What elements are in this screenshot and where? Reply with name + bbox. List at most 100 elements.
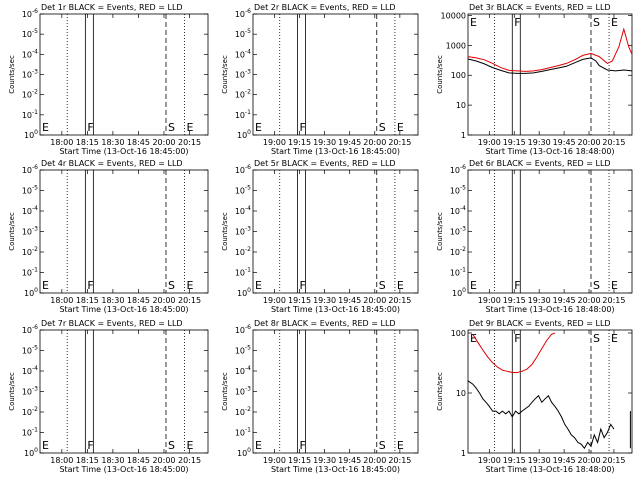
y-tick-label: 10-1 bbox=[235, 267, 251, 278]
x-tick-label: 19:00 bbox=[263, 296, 286, 305]
y-tick-label: 1000 bbox=[446, 41, 466, 50]
x-tick-label: 20:00 bbox=[363, 138, 386, 147]
marker-label: E bbox=[470, 16, 477, 29]
marker-label: E bbox=[611, 279, 618, 292]
panel-det1: Det 1r BLACK = Events, RED = LLD Counts/s… bbox=[8, 3, 209, 156]
x-tick-label: 20:15 bbox=[388, 296, 411, 305]
x-tick-label: 20:00 bbox=[152, 296, 175, 305]
y-tick-label: 10-4 bbox=[22, 365, 38, 376]
y-tick-label: 10-5 bbox=[450, 185, 466, 196]
y-tick-label: 10-6 bbox=[450, 164, 466, 175]
marker-label: F bbox=[300, 439, 306, 452]
y-tick-label: 100 bbox=[452, 287, 466, 298]
x-tick-label: 18:15 bbox=[76, 296, 99, 305]
x-tick-label: 19:45 bbox=[553, 296, 576, 305]
y-tick-label: 10-1 bbox=[22, 427, 38, 438]
x-tick-label: 20:15 bbox=[388, 138, 411, 147]
marker-label: F bbox=[300, 279, 306, 292]
marker-label: E bbox=[397, 121, 404, 134]
x-tick-label: 18:00 bbox=[50, 296, 73, 305]
x-tick-label: 20:00 bbox=[578, 296, 601, 305]
y-tick-label: 10-3 bbox=[235, 69, 251, 80]
y-tick-label: 10-1 bbox=[22, 267, 38, 278]
series-line bbox=[472, 332, 556, 373]
y-tick-label: 100 bbox=[237, 287, 251, 298]
marker-label: F bbox=[87, 121, 93, 134]
marker-label: E bbox=[397, 279, 404, 292]
x-tick-label: 19:30 bbox=[528, 138, 551, 147]
x-tick-label: 20:00 bbox=[363, 456, 386, 465]
y-axis-label: Counts/sec bbox=[8, 212, 16, 251]
x-tick-label: 19:15 bbox=[288, 296, 311, 305]
x-tick-label: 20:00 bbox=[578, 138, 601, 147]
x-tick-label: 19:45 bbox=[338, 138, 361, 147]
y-axis-label: Counts/sec bbox=[436, 55, 444, 94]
marker-label: S bbox=[379, 439, 386, 452]
x-axis-label: Start Time (13-Oct-16 18:48:00) bbox=[485, 305, 614, 314]
marker-label: E bbox=[611, 332, 618, 345]
x-tick-label: 20:00 bbox=[578, 456, 601, 465]
x-tick-label: 20:00 bbox=[152, 456, 175, 465]
y-tick-label: 10-4 bbox=[22, 205, 38, 216]
marker-label: E bbox=[186, 439, 193, 452]
x-tick-label: 18:00 bbox=[50, 138, 73, 147]
plot-frame bbox=[467, 169, 633, 294]
marker-label: S bbox=[168, 121, 175, 134]
y-tick-label: 10-3 bbox=[22, 386, 38, 397]
y-tick-label: 100 bbox=[451, 329, 466, 338]
y-tick-label: 10-2 bbox=[235, 406, 251, 417]
x-tick-label: 19:30 bbox=[313, 138, 336, 147]
marker-label: E bbox=[255, 439, 262, 452]
y-tick-label: 10-4 bbox=[22, 48, 38, 59]
x-axis-label: Start Time (13-Oct-16 18:45:00) bbox=[271, 305, 400, 314]
marker-label: E bbox=[42, 279, 49, 292]
marker-label: F bbox=[514, 16, 520, 29]
x-tick-label: 20:15 bbox=[178, 138, 201, 147]
x-tick-label: 19:15 bbox=[503, 456, 526, 465]
y-tick-label: 10-3 bbox=[235, 226, 251, 237]
x-tick-label: 18:45 bbox=[127, 138, 150, 147]
x-axis-label: Start Time (13-Oct-16 18:48:00) bbox=[485, 465, 614, 474]
x-tick-label: 19:30 bbox=[528, 296, 551, 305]
y-tick-label: 10-4 bbox=[235, 48, 251, 59]
x-tick-label: 18:15 bbox=[76, 456, 99, 465]
panel-title: Det 1r BLACK = Events, RED = LLD bbox=[41, 3, 183, 12]
y-axis-label: Counts/sec bbox=[221, 55, 229, 94]
y-tick-label: 10-5 bbox=[22, 345, 38, 356]
plot-frame bbox=[467, 329, 633, 454]
x-tick-label: 20:00 bbox=[363, 296, 386, 305]
x-tick-label: 20:15 bbox=[178, 456, 201, 465]
panel-title: Det 9r BLACK = Events, RED = LLD bbox=[469, 319, 611, 328]
y-axis-label: Counts/sec bbox=[8, 372, 16, 411]
plot-frame bbox=[252, 169, 419, 294]
y-tick-label: 10-1 bbox=[22, 109, 38, 120]
x-tick-label: 19:15 bbox=[503, 296, 526, 305]
x-tick-label: 19:00 bbox=[263, 138, 286, 147]
y-tick-label: 10-5 bbox=[22, 185, 38, 196]
marker-label: E bbox=[186, 279, 193, 292]
y-tick-label: 10-3 bbox=[22, 69, 38, 80]
marker-label: S bbox=[379, 121, 386, 134]
panel-det6: Det 6r BLACK = Events, RED = LLD Counts/s… bbox=[436, 159, 633, 314]
y-tick-label: 10000 bbox=[441, 11, 466, 20]
y-tick-label: 10-6 bbox=[235, 8, 251, 19]
y-tick-label: 10-2 bbox=[235, 89, 251, 100]
x-tick-label: 19:00 bbox=[478, 138, 501, 147]
marker-label: F bbox=[87, 279, 93, 292]
x-tick-label: 19:45 bbox=[553, 138, 576, 147]
x-tick-label: 19:30 bbox=[313, 296, 336, 305]
y-tick-label: 10-6 bbox=[22, 8, 38, 19]
y-axis-label: Counts/sec bbox=[8, 55, 16, 94]
x-tick-label: 18:45 bbox=[127, 296, 150, 305]
x-tick-label: 18:45 bbox=[127, 456, 150, 465]
y-tick-label: 10 bbox=[456, 389, 466, 398]
x-axis-label: Start Time (13-Oct-16 18:45:00) bbox=[59, 305, 188, 314]
y-tick-label: 100 bbox=[451, 71, 466, 80]
y-tick-label: 1 bbox=[461, 449, 466, 458]
y-tick-label: 100 bbox=[24, 447, 38, 458]
y-tick-label: 10-3 bbox=[235, 386, 251, 397]
y-tick-label: 10-6 bbox=[22, 164, 38, 175]
marker-label: E bbox=[470, 279, 477, 292]
y-tick-label: 10-2 bbox=[22, 406, 38, 417]
marker-label: E bbox=[611, 16, 618, 29]
